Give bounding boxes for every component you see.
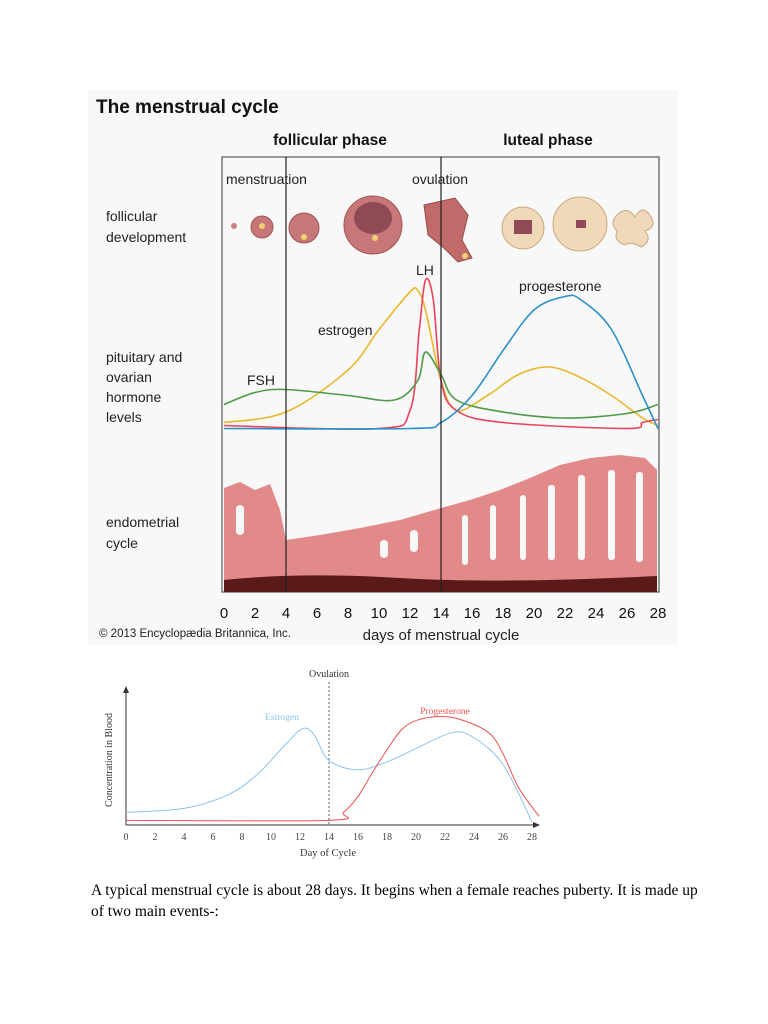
label-estrogen: estrogen xyxy=(318,322,372,338)
x-axis-label: Day of Cycle xyxy=(300,848,356,859)
x-tick-label: 18 xyxy=(382,832,392,843)
label-estrogen: Estrogen xyxy=(265,713,299,723)
x-tick-label: 22 xyxy=(557,605,574,622)
y-axis-label: Concentration in Blood xyxy=(104,713,115,807)
x-tick-label: 8 xyxy=(344,605,352,622)
x-tick-label: 0 xyxy=(124,832,129,843)
blood-series xyxy=(125,716,540,822)
label-progesterone: Progesterone xyxy=(420,707,470,717)
figure-menstrual-cycle: The menstrual cycle follicular phase lut… xyxy=(88,90,678,645)
cavity xyxy=(576,220,586,228)
body-paragraph: A typical menstrual cycle is about 28 da… xyxy=(91,882,698,920)
label-fsh: FSH xyxy=(247,372,275,388)
x-tick-label: 16 xyxy=(353,832,363,843)
x-tick-label: 12 xyxy=(402,605,419,622)
x-tick-label: 14 xyxy=(433,605,450,622)
label-hormones-4: levels xyxy=(106,409,142,425)
follicle-secondary xyxy=(288,212,320,244)
label-hormones-3: hormone xyxy=(106,389,161,405)
label-hormones-1: pituitary and xyxy=(106,349,182,365)
phase-follicular: follicular phase xyxy=(273,132,387,149)
series-line-estrogen xyxy=(223,286,659,427)
corpus-albicans xyxy=(612,209,654,248)
x-tick-label: 22 xyxy=(440,832,450,843)
oocyte xyxy=(301,234,307,240)
figure-title: The menstrual cycle xyxy=(96,97,279,118)
event-menstruation: menstruation xyxy=(226,171,307,187)
follicle-illustrations xyxy=(231,195,654,263)
x-axis-ticks: 0 2 4 6 8 10 12 14 16 18 20 22 24 26 28 xyxy=(220,605,667,622)
oocyte xyxy=(372,235,378,241)
x-tick-label: 6 xyxy=(313,605,321,622)
x-tick-label: 6 xyxy=(211,832,216,843)
x-tick-label: 28 xyxy=(650,605,667,622)
x-tick-label: 2 xyxy=(153,832,158,843)
x-tick-label: 12 xyxy=(295,832,305,843)
x-axis-arrow-icon xyxy=(533,822,540,828)
oocyte xyxy=(462,253,468,259)
x-tick-label: 26 xyxy=(498,832,508,843)
label-progesterone: progesterone xyxy=(519,278,602,294)
y-axis-arrow-icon xyxy=(123,686,129,693)
label-endometrial-1: endometrial xyxy=(106,514,179,530)
event-ovulation: ovulation xyxy=(412,171,468,187)
oocyte xyxy=(259,223,265,229)
copyright: © 2013 Encyclopædia Britannica, Inc. xyxy=(99,628,291,640)
x-tick-label: 18 xyxy=(495,605,512,622)
x-tick-label: 4 xyxy=(282,605,290,622)
follicle-ruptured xyxy=(423,197,473,263)
series-line-progesterone xyxy=(125,716,540,822)
x-tick-label: 4 xyxy=(182,832,187,843)
x-tick-label: 2 xyxy=(251,605,259,622)
x-axis-ticks: 0 2 4 6 8 10 12 14 16 18 20 22 24 26 28 xyxy=(124,832,538,843)
cavity xyxy=(514,220,532,234)
hormone-series xyxy=(223,277,659,430)
x-tick-label: 20 xyxy=(411,832,421,843)
x-tick-label: 24 xyxy=(588,605,605,622)
label-lh: LH xyxy=(416,262,434,278)
label-follicular-1: follicular xyxy=(106,208,158,224)
follicle-primordial xyxy=(231,223,237,229)
label-endometrial-2: cycle xyxy=(106,535,138,551)
figure-hormone-chart: Ovulation Concentration in Blood Estroge… xyxy=(104,669,540,859)
series-line-progesterone xyxy=(223,294,659,430)
x-tick-label: 16 xyxy=(464,605,481,622)
antrum xyxy=(354,202,392,234)
x-tick-label: 8 xyxy=(240,832,245,843)
x-tick-label: 14 xyxy=(324,832,334,843)
series-line-lh xyxy=(223,277,659,430)
x-tick-label: 10 xyxy=(371,605,388,622)
ovulation-label: Ovulation xyxy=(309,669,349,680)
series-line-estrogen xyxy=(125,727,533,822)
x-tick-label: 28 xyxy=(527,832,537,843)
x-tick-label: 0 xyxy=(220,605,228,622)
x-tick-label: 26 xyxy=(619,605,636,622)
x-axis-label: days of menstrual cycle xyxy=(363,627,520,644)
x-tick-label: 10 xyxy=(266,832,276,843)
x-tick-label: 20 xyxy=(526,605,543,622)
phase-luteal: luteal phase xyxy=(503,132,593,149)
endometrial-glands xyxy=(236,470,643,565)
label-follicular-2: development xyxy=(106,229,186,245)
label-hormones-2: ovarian xyxy=(106,369,152,385)
x-tick-label: 24 xyxy=(469,832,479,843)
